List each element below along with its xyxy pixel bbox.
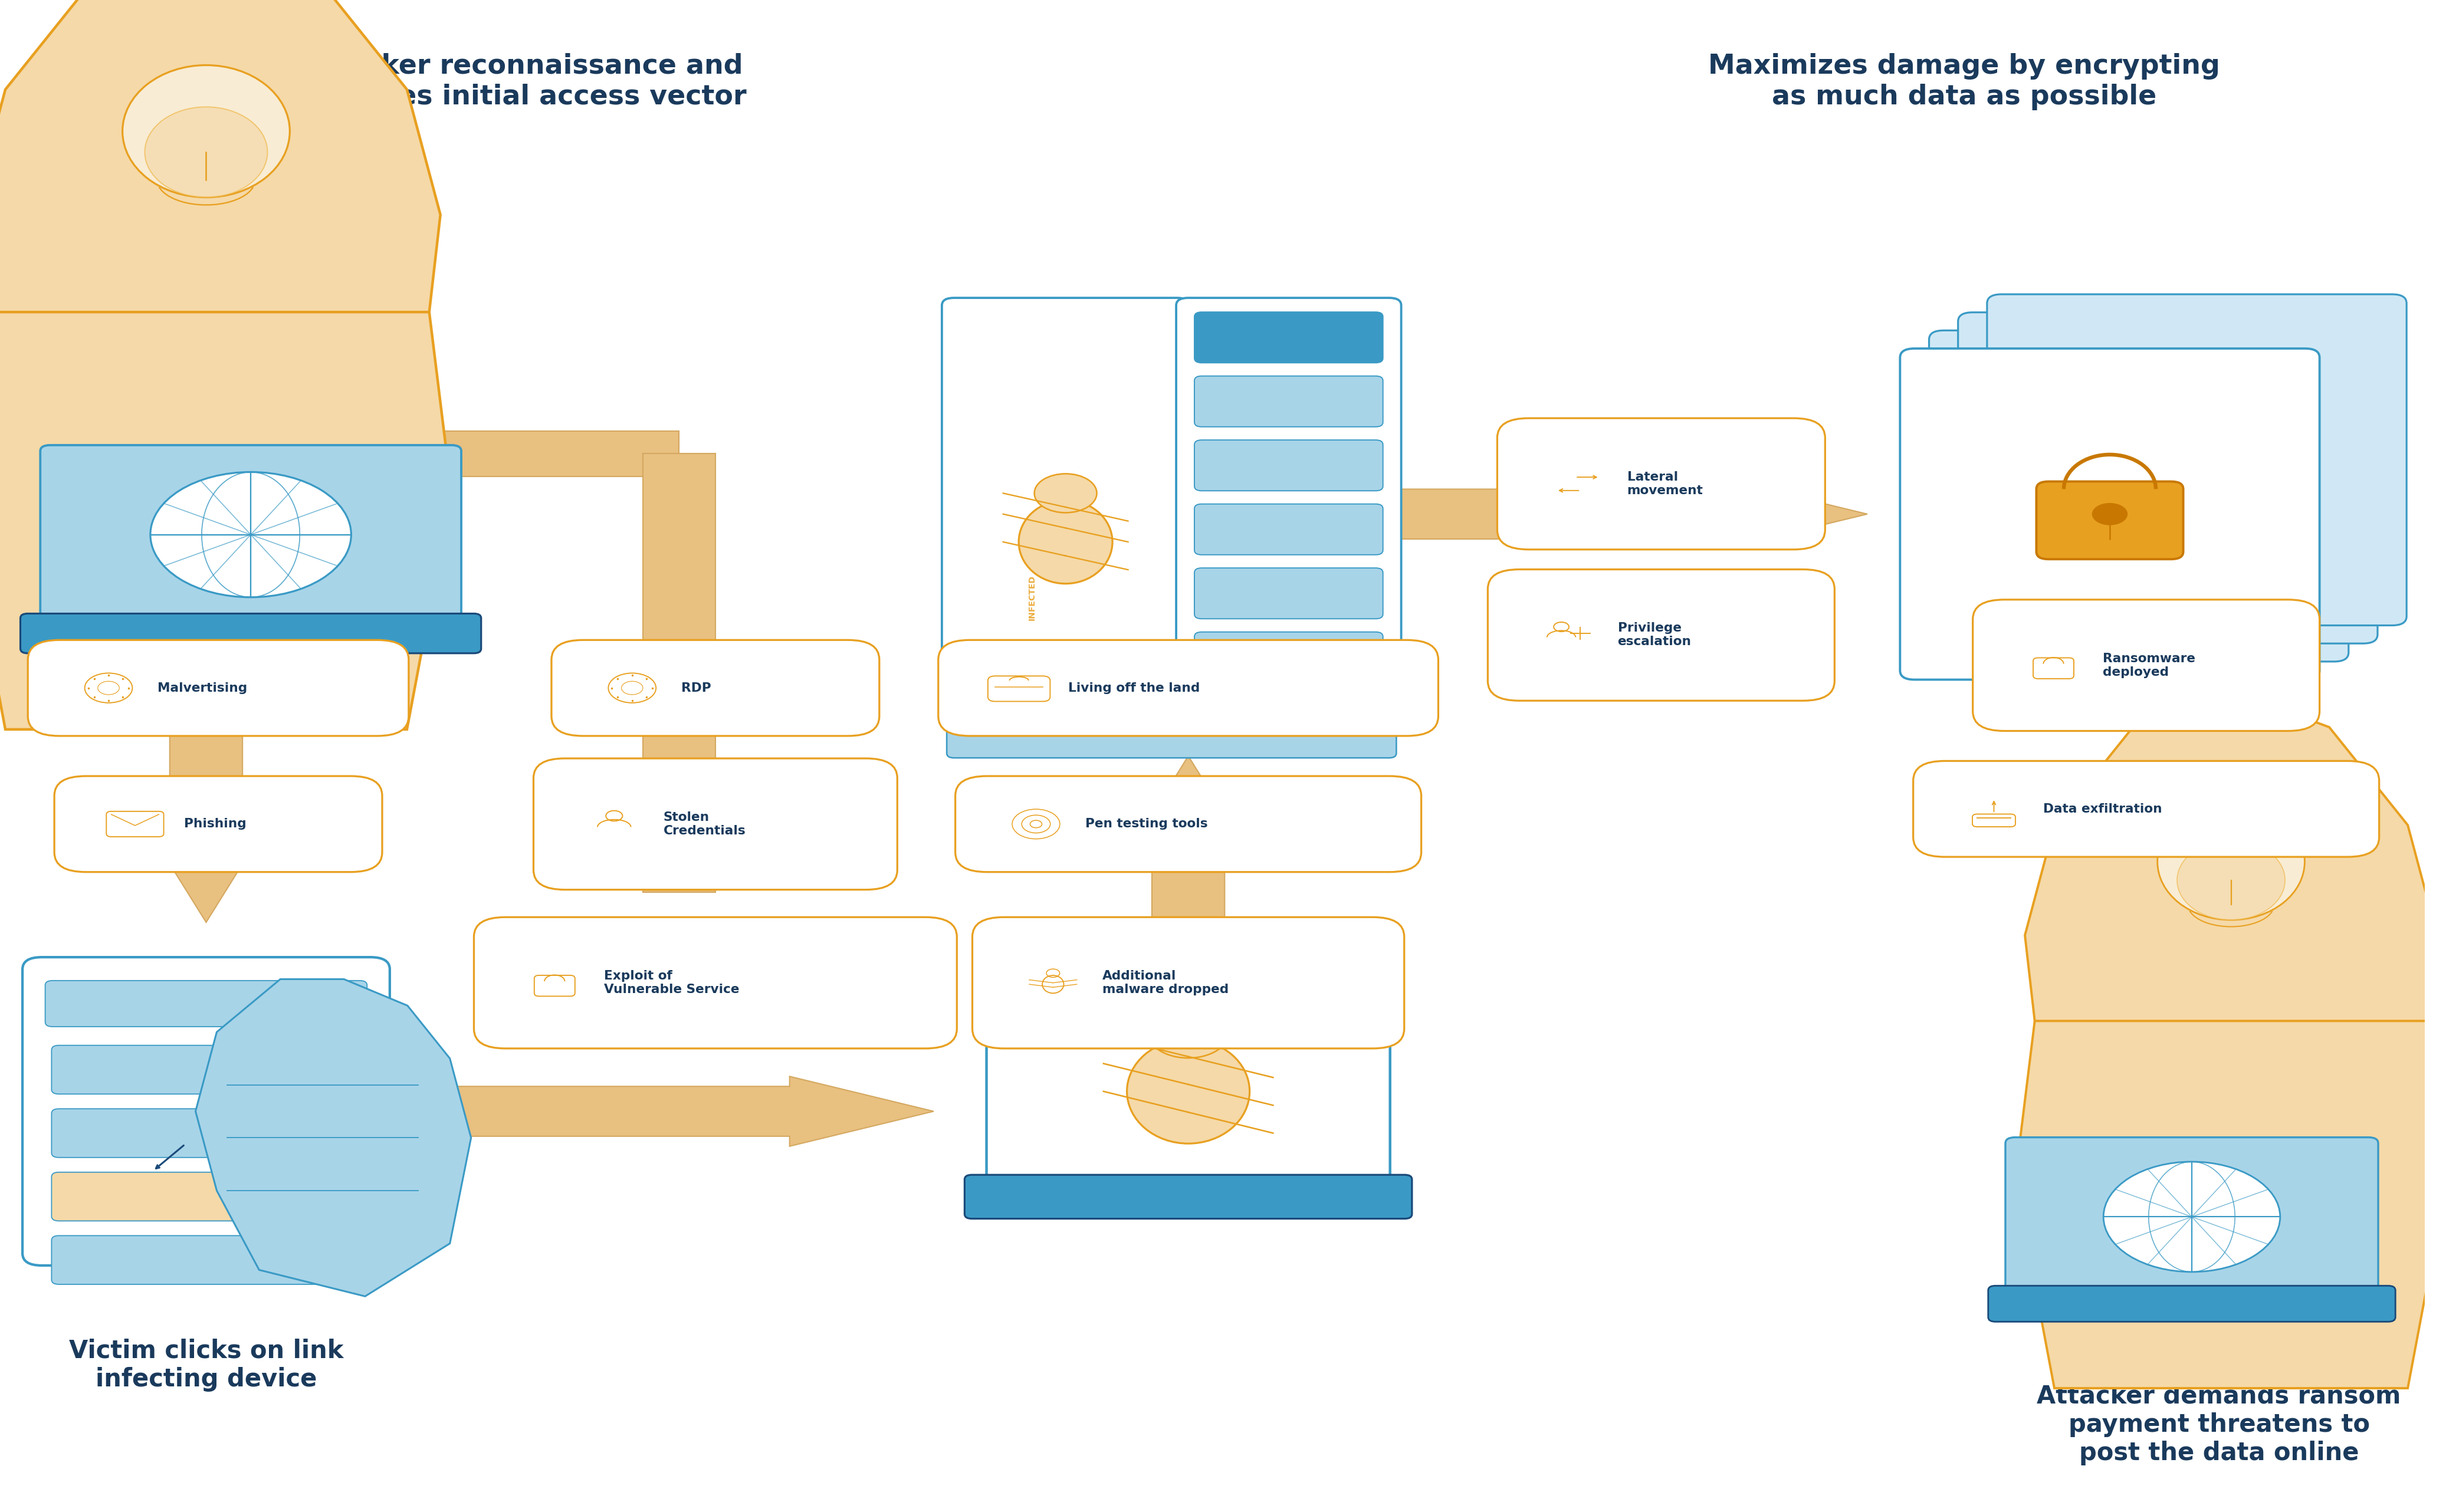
FancyBboxPatch shape	[1497, 419, 1825, 549]
Polygon shape	[401, 431, 680, 476]
FancyBboxPatch shape	[939, 640, 1438, 736]
FancyBboxPatch shape	[1989, 1285, 2395, 1321]
FancyBboxPatch shape	[1930, 331, 2348, 662]
FancyBboxPatch shape	[2038, 481, 2184, 559]
FancyBboxPatch shape	[986, 1012, 1389, 1187]
FancyBboxPatch shape	[1959, 313, 2378, 644]
Ellipse shape	[2157, 804, 2304, 919]
Circle shape	[2091, 503, 2128, 525]
FancyBboxPatch shape	[2006, 1137, 2378, 1296]
FancyBboxPatch shape	[27, 640, 408, 736]
Ellipse shape	[122, 65, 289, 198]
FancyBboxPatch shape	[1177, 298, 1402, 730]
FancyBboxPatch shape	[1194, 632, 1382, 683]
Polygon shape	[2025, 691, 2436, 1021]
FancyBboxPatch shape	[942, 298, 1189, 730]
FancyBboxPatch shape	[51, 1045, 360, 1095]
Text: Stolen
Credentials: Stolen Credentials	[663, 812, 746, 836]
Circle shape	[149, 472, 352, 597]
FancyBboxPatch shape	[1194, 440, 1382, 491]
FancyBboxPatch shape	[54, 776, 382, 872]
Text: Phishing: Phishing	[183, 818, 247, 830]
Text: Data exfiltration: Data exfiltration	[2042, 803, 2162, 815]
Polygon shape	[0, 451, 73, 674]
FancyBboxPatch shape	[51, 1108, 360, 1158]
Text: Living off the land: Living off the land	[1069, 682, 1201, 694]
FancyBboxPatch shape	[550, 640, 878, 736]
FancyBboxPatch shape	[39, 445, 462, 624]
Text: Victim clicks on link
infecting device: Victim clicks on link infecting device	[68, 1338, 342, 1391]
Ellipse shape	[2177, 841, 2285, 919]
FancyBboxPatch shape	[51, 1172, 360, 1220]
Text: INFECTED: INFECTED	[1027, 575, 1037, 620]
FancyBboxPatch shape	[44, 981, 367, 1027]
Circle shape	[2104, 1161, 2280, 1272]
FancyBboxPatch shape	[475, 918, 956, 1048]
Text: Attacker demands ransom
payment threatens to
post the data online: Attacker demands ransom payment threaten…	[2038, 1383, 2402, 1465]
Text: Maximizes damage by encrypting
as much data as possible: Maximizes damage by encrypting as much d…	[1707, 53, 2221, 110]
FancyBboxPatch shape	[1487, 570, 1835, 700]
FancyBboxPatch shape	[1194, 376, 1382, 426]
FancyBboxPatch shape	[1913, 761, 2380, 857]
Text: RDP: RDP	[682, 682, 712, 694]
FancyBboxPatch shape	[20, 614, 482, 653]
Text: Ransomware
deployed: Ransomware deployed	[2104, 653, 2194, 677]
FancyBboxPatch shape	[956, 776, 1421, 872]
FancyBboxPatch shape	[1986, 295, 2407, 626]
Ellipse shape	[144, 107, 267, 198]
Text: Privilege
escalation: Privilege escalation	[1617, 623, 1690, 647]
Text: Lateral
movement: Lateral movement	[1627, 472, 1702, 496]
FancyBboxPatch shape	[1194, 569, 1382, 618]
Polygon shape	[154, 559, 257, 922]
Polygon shape	[0, 118, 453, 729]
Circle shape	[1035, 473, 1096, 513]
FancyBboxPatch shape	[51, 1235, 360, 1284]
Polygon shape	[1137, 756, 1240, 998]
Polygon shape	[0, 0, 440, 311]
FancyBboxPatch shape	[964, 1175, 1411, 1219]
FancyBboxPatch shape	[1194, 503, 1382, 555]
Polygon shape	[401, 1077, 934, 1146]
Circle shape	[1147, 1009, 1228, 1058]
FancyBboxPatch shape	[533, 759, 898, 889]
Polygon shape	[643, 454, 714, 892]
Text: Malvertising: Malvertising	[157, 682, 247, 694]
FancyBboxPatch shape	[1974, 600, 2319, 730]
FancyBboxPatch shape	[974, 918, 1404, 1048]
Circle shape	[1267, 674, 1311, 702]
FancyBboxPatch shape	[22, 957, 389, 1266]
FancyBboxPatch shape	[1194, 311, 1382, 363]
FancyBboxPatch shape	[1901, 349, 2319, 680]
FancyBboxPatch shape	[947, 718, 1397, 758]
Text: Additional
malware dropped: Additional malware dropped	[1103, 971, 1228, 995]
Polygon shape	[2016, 850, 2446, 1388]
Polygon shape	[1370, 479, 1866, 549]
Polygon shape	[2179, 673, 2282, 892]
Text: Pen testing tools: Pen testing tools	[1086, 818, 1208, 830]
Text: Exploit of
Vulnerable Service: Exploit of Vulnerable Service	[604, 971, 739, 995]
Polygon shape	[196, 980, 472, 1296]
Ellipse shape	[1018, 500, 1113, 584]
Text: Attacker reconnaissance and
prepares initial access vector: Attacker reconnaissance and prepares ini…	[296, 53, 746, 110]
Ellipse shape	[1128, 1039, 1250, 1143]
